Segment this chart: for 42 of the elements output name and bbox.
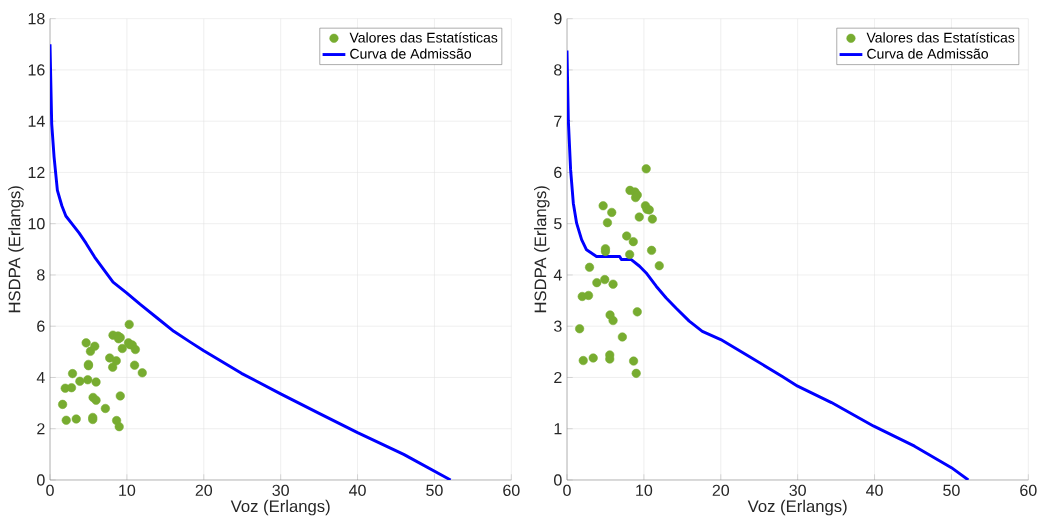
y-tick-label: 12: [28, 166, 45, 179]
x-tick-label: 60: [503, 484, 520, 497]
x-tick-label: 0: [563, 484, 571, 497]
x-axis-title: Voz (Erlangs): [230, 499, 330, 516]
y-tick-label: 4: [36, 371, 45, 383]
y-tick-label: 0: [37, 474, 45, 486]
x-tick-label: 30: [272, 484, 289, 497]
y-tick-label: 0: [554, 474, 562, 486]
y-tick-label: 6: [554, 166, 562, 179]
y-tick-label: 18: [28, 13, 45, 25]
y-tick-label: 3: [554, 320, 562, 332]
y-axis-title: HSDPA (Erlangs): [8, 186, 24, 313]
y-tick-label: 16: [28, 64, 45, 76]
y-tick-label: 5: [554, 218, 562, 230]
x-axis-title: Voz (Erlangs): [747, 499, 847, 516]
legend-label: Curva de Admissão: [867, 48, 989, 59]
y-tick-label: 8: [37, 269, 45, 281]
x-tick-label: 40: [349, 484, 366, 497]
y-tick-label: 10: [28, 218, 45, 230]
y-tick-label: 2: [37, 423, 45, 435]
x-tick-label: 50: [943, 484, 960, 497]
x-tick-label: 30: [789, 484, 806, 497]
x-tick-label: 10: [636, 484, 653, 497]
y-tick-label: 8: [554, 64, 562, 76]
legend-label: Valores das Estatísticas: [349, 32, 498, 43]
x-tick-label: 10: [119, 484, 136, 497]
x-tick-label: 20: [712, 484, 730, 497]
x-tick-label: 60: [1020, 484, 1037, 497]
x-tick-label: 20: [195, 484, 213, 497]
y-tick-label: 9: [554, 13, 562, 25]
x-tick-label: 50: [426, 484, 443, 497]
legend-label: Curva de Admissão: [350, 48, 472, 59]
y-axis-title: HSDPA (Erlangs): [534, 186, 550, 313]
y-tick-label: 14: [28, 115, 45, 127]
y-tick-label: 6: [37, 320, 45, 332]
y-tick-label: 4: [553, 269, 562, 281]
y-tick-label: 2: [554, 371, 562, 384]
x-tick-label: 40: [866, 484, 883, 497]
y-tick-label: 7: [554, 115, 562, 127]
legend-label: Valores das Estatísticas: [866, 32, 1015, 43]
x-tick-label: 0: [46, 484, 54, 497]
y-tick-label: 1: [554, 423, 562, 435]
